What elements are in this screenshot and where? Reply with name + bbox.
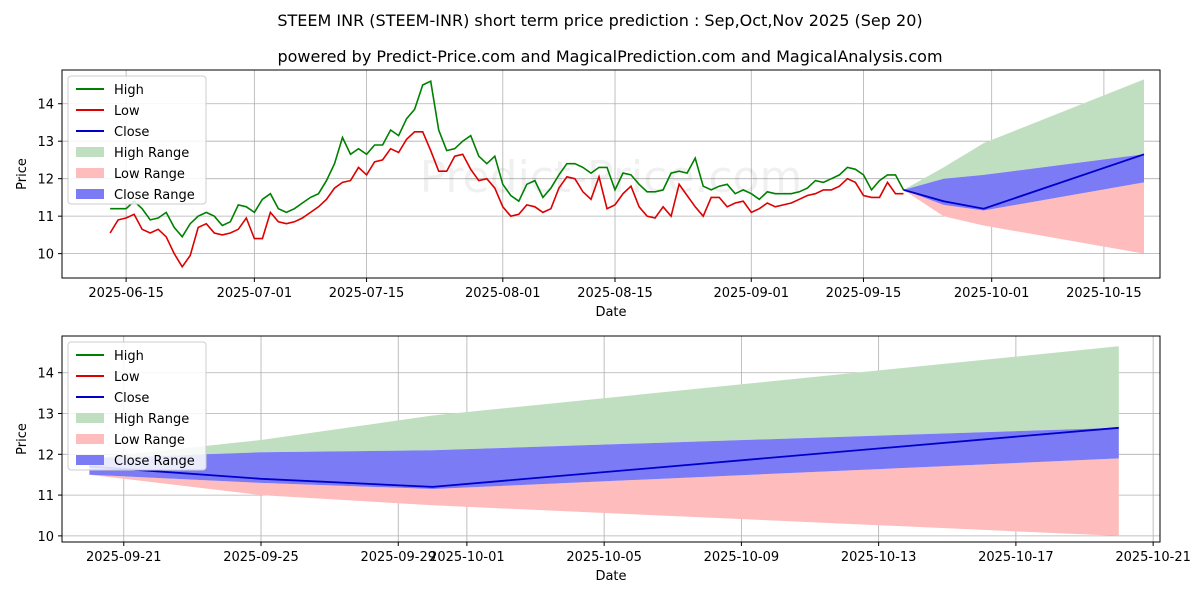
x-tick-label: 2025-09-25 <box>223 550 299 565</box>
x-axis-label: Date <box>595 305 626 320</box>
low-range-band <box>903 182 1144 254</box>
high-series-line <box>110 80 905 239</box>
low-range-band <box>89 458 1119 536</box>
close-range-band <box>903 154 1144 211</box>
y-tick-label: 10 <box>37 248 54 263</box>
y-tick-label: 13 <box>37 135 54 150</box>
legend-label: Low Range <box>114 433 185 448</box>
x-tick-label: 2025-09-21 <box>86 550 162 565</box>
x-tick-label: 2025-10-05 <box>566 550 642 565</box>
chart-subtitle: powered by Predict-Price.com and Magical… <box>277 47 942 66</box>
legend-item: Low <box>76 370 140 385</box>
x-tick-label: 2025-09-15 <box>826 286 902 301</box>
legend: High Low Close High Range Low Range Close Ran… <box>67 75 207 205</box>
legend: High Low Close High Range Low Range Close Ran… <box>67 341 207 471</box>
legend-label: Low Range <box>114 167 185 182</box>
plot-frame <box>61 69 1161 279</box>
legend-item: High Range <box>76 412 189 427</box>
x-tick-label: 2025-10-17 <box>978 550 1054 565</box>
close-forecast-line <box>89 426 1119 488</box>
chart-title: STEEM INR (STEEM-INR) short term price p… <box>277 11 922 30</box>
legend-label: High <box>114 349 144 364</box>
x-tick-label: 2025-06-15 <box>88 286 164 301</box>
legend-label: Close <box>114 125 149 140</box>
legend-label: Low <box>114 104 140 119</box>
y-tick-label: 10 <box>37 530 54 545</box>
x-tick-label: 2025-10-01 <box>954 286 1030 301</box>
x-tick-label: 2025-10-09 <box>704 550 780 565</box>
legend-item: Close Range <box>76 188 195 203</box>
plot-area <box>89 346 1119 536</box>
close-range-band <box>89 427 1119 489</box>
legend-label: High Range <box>114 412 189 427</box>
legend-swatch-patch <box>76 455 104 465</box>
low-series-line <box>109 131 904 269</box>
x-tick-label: 2025-10-15 <box>1066 286 1142 301</box>
y-axis-label: Price <box>15 423 30 455</box>
x-tick-label: 2025-10-13 <box>841 550 917 565</box>
legend-label: Close Range <box>114 188 195 203</box>
legend-label: Close Range <box>114 454 195 469</box>
legend-item: High Range <box>76 146 189 161</box>
legend-swatch-patch <box>76 189 104 199</box>
y-tick-label: 12 <box>37 448 54 463</box>
x-axis-label: Date <box>595 569 626 584</box>
x-tick-label: 2025-08-15 <box>577 286 653 301</box>
legend-swatch-patch <box>76 413 104 423</box>
y-tick-label: 11 <box>37 489 54 504</box>
legend-item: High <box>76 83 144 98</box>
x-tick-label: 2025-07-01 <box>217 286 293 301</box>
legend-item: Low Range <box>76 167 185 182</box>
y-tick-label: 13 <box>37 408 54 423</box>
legend-swatch-patch <box>76 168 104 178</box>
legend-item: Low <box>76 104 140 119</box>
high-range-band <box>89 346 1119 459</box>
plot-area <box>109 79 1145 269</box>
high-range-band <box>903 79 1144 190</box>
y-tick-label: 11 <box>37 210 54 225</box>
legend-swatch-patch <box>76 147 104 157</box>
y-axis-label: Price <box>15 158 30 190</box>
legend-label: Low <box>114 370 140 385</box>
x-tick-label: 2025-08-01 <box>465 286 541 301</box>
legend-label: High <box>114 83 144 98</box>
legend-item: Close Range <box>76 454 195 469</box>
x-tick-label: 2025-07-15 <box>329 286 405 301</box>
legend-item: Low Range <box>76 433 185 448</box>
x-tick-label: 2025-09-29 <box>360 550 436 565</box>
y-tick-label: 14 <box>37 367 54 382</box>
legend-item: High <box>76 349 144 364</box>
plot-panel-2: Predict-Price.com2025-09-212025-09-25202… <box>15 335 1191 584</box>
y-tick-label: 12 <box>37 173 54 188</box>
x-tick-label: 2025-10-01 <box>429 550 505 565</box>
legend-item: Close <box>76 391 149 406</box>
y-tick-label: 14 <box>37 98 54 113</box>
close-forecast-line <box>903 153 1145 210</box>
legend-label: Close <box>114 391 149 406</box>
legend-swatch-patch <box>76 434 104 444</box>
x-tick-label: 2025-10-21 <box>1115 550 1191 565</box>
legend-item: Close <box>76 125 149 140</box>
x-tick-label: 2025-09-01 <box>713 286 789 301</box>
legend-label: High Range <box>114 146 189 161</box>
plot-frame <box>61 335 1161 543</box>
